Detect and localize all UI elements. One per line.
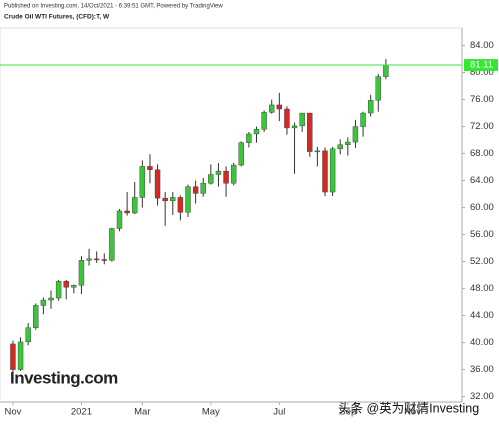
candle-body xyxy=(314,150,321,153)
y-tick-label: 60.00 xyxy=(470,202,494,213)
candle-body xyxy=(261,112,267,130)
candle-body xyxy=(71,285,77,288)
candle-body xyxy=(269,104,275,113)
candle-body xyxy=(154,169,161,199)
candle-body xyxy=(93,258,100,261)
candle-body xyxy=(139,166,146,198)
candle-body xyxy=(17,341,24,370)
candle-body xyxy=(40,299,47,306)
candle-body xyxy=(345,141,351,145)
x-tick-label: May xyxy=(202,407,220,418)
candle-body xyxy=(116,210,123,229)
candle-body xyxy=(48,297,54,301)
y-tick-label: 76.00 xyxy=(470,94,494,105)
x-tick-label: Sep xyxy=(339,407,356,418)
candle-body xyxy=(200,183,206,194)
candle-body xyxy=(55,280,62,299)
y-tick-label: 64.00 xyxy=(470,175,494,186)
candle-body xyxy=(185,186,191,213)
y-tick-label: 48.00 xyxy=(470,283,494,294)
x-tick-label: Nov xyxy=(4,407,21,418)
watermark: 头条 @英为财情Investing xyxy=(338,401,479,415)
candle-body xyxy=(246,133,252,143)
x-tick-label: 2021 xyxy=(71,407,92,418)
y-tick-label: 84.00 xyxy=(470,40,494,51)
y-tick-label: 32.00 xyxy=(470,391,494,402)
logo: Investing.com xyxy=(10,368,118,387)
candle-body xyxy=(33,305,39,328)
last-price-box xyxy=(464,59,498,72)
candle-body xyxy=(86,258,92,261)
source-note: Published on Investing.com, 14/Oct/2021 … xyxy=(4,4,223,10)
candle-body xyxy=(253,129,260,135)
candle-body xyxy=(367,100,374,114)
candle-body xyxy=(291,125,298,129)
y-tick-label: 68.00 xyxy=(470,148,494,159)
candle-body xyxy=(147,166,153,170)
x-tick-label: Mar xyxy=(134,407,150,418)
candle-body xyxy=(132,197,138,214)
candle-body xyxy=(78,260,85,286)
candle-body xyxy=(192,186,199,194)
candle-body xyxy=(322,150,328,193)
y-tick-label: 36.00 xyxy=(470,364,494,375)
candle-body xyxy=(109,228,115,261)
candle-body xyxy=(101,259,107,261)
candle-body xyxy=(124,210,130,214)
candle-body xyxy=(383,64,389,77)
candle-body xyxy=(307,112,313,152)
last-price-label: 81.11 xyxy=(470,60,493,71)
candle-body xyxy=(352,126,359,143)
chart-title: Crude Oil WTI Futures, (CFD):T, W xyxy=(4,14,110,21)
candle-body xyxy=(299,112,305,127)
y-tick-label: 80.00 xyxy=(470,67,494,78)
candle-body xyxy=(215,170,222,175)
plot-frame xyxy=(0,27,463,403)
candle-body xyxy=(284,108,290,129)
x-tick-label: Nov xyxy=(404,407,421,418)
y-tick-label: 52.00 xyxy=(470,256,494,267)
candle-body xyxy=(177,197,184,213)
y-tick-label: 72.00 xyxy=(470,121,494,132)
candle-body xyxy=(162,197,168,202)
candle-body xyxy=(230,164,237,184)
y-tick-label: 40.00 xyxy=(470,337,494,348)
candle-body xyxy=(25,327,31,343)
candle-body xyxy=(63,280,69,288)
candle-body xyxy=(375,76,381,101)
y-tick-label: 56.00 xyxy=(470,229,494,240)
candle-body xyxy=(238,142,244,166)
candle-body xyxy=(337,144,343,150)
candle-body xyxy=(360,112,366,127)
candle-body xyxy=(170,197,176,202)
x-tick-label: Jul xyxy=(273,407,285,418)
candle-body xyxy=(208,174,214,184)
candle-body xyxy=(10,343,16,370)
y-tick-label: 44.00 xyxy=(470,310,494,321)
candle-body xyxy=(329,148,336,193)
candle-body xyxy=(223,170,229,184)
candle-body xyxy=(276,104,283,110)
